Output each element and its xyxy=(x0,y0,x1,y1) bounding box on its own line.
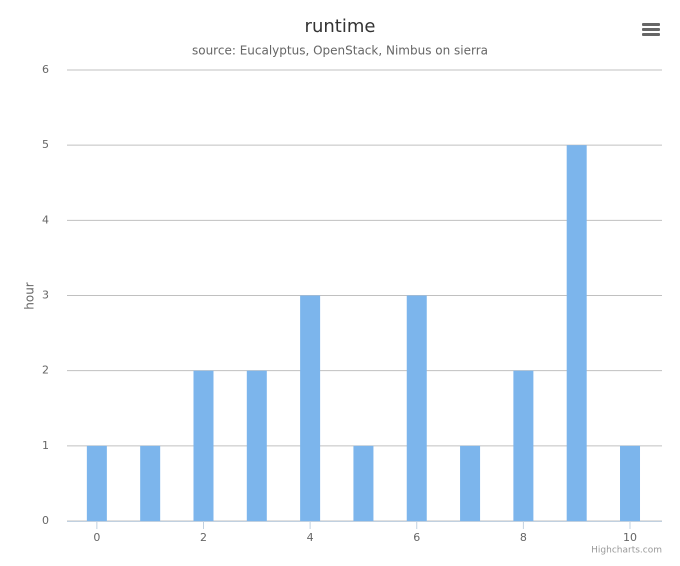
bar xyxy=(86,445,107,521)
bar xyxy=(193,370,214,521)
x-tick-label: 6 xyxy=(413,531,420,544)
menu-button[interactable] xyxy=(642,23,660,36)
bar xyxy=(246,370,267,521)
x-tick-label: 2 xyxy=(200,531,207,544)
credits[interactable]: Highcharts.com xyxy=(591,546,662,556)
bar xyxy=(620,445,641,521)
bar xyxy=(140,445,161,521)
y-tick-label: 6 xyxy=(42,63,49,76)
x-tick-label: 4 xyxy=(307,531,314,544)
y-tick-label: 3 xyxy=(42,289,49,302)
chart-subtitle: source: Eucalyptus, OpenStack, Nimbus on… xyxy=(192,44,488,58)
x-tick-label: 10 xyxy=(623,531,637,544)
y-axis-title: hour xyxy=(23,282,37,310)
bar xyxy=(513,370,534,521)
y-tick-label: 5 xyxy=(42,138,49,151)
y-tick-label: 2 xyxy=(42,364,49,377)
y-tick-label: 4 xyxy=(42,213,49,226)
bar xyxy=(406,295,427,521)
x-tick-label: 8 xyxy=(520,531,527,544)
bar xyxy=(353,445,374,521)
bar xyxy=(460,445,481,521)
y-tick-label: 0 xyxy=(42,514,49,527)
chart-title: runtime xyxy=(305,16,376,37)
y-tick-label: 1 xyxy=(42,439,49,452)
x-tick-label: 0 xyxy=(93,531,100,544)
bar xyxy=(300,295,321,521)
bar xyxy=(566,145,587,521)
